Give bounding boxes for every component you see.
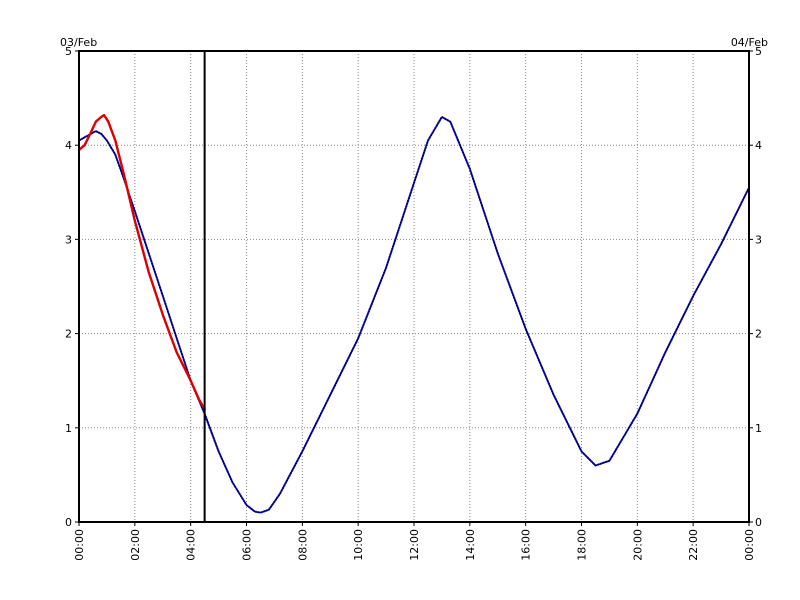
y-tick-label-left: 0 bbox=[65, 516, 72, 529]
x-tick-label: 22:00 bbox=[687, 529, 700, 561]
x-tick-label: 10:00 bbox=[352, 529, 365, 561]
y-axis-right: 0 1 2 3 4 5 bbox=[749, 45, 762, 529]
y-tick-label-left: 4 bbox=[65, 139, 72, 152]
y-tick-label-right: 4 bbox=[755, 139, 762, 152]
x-tick-label: 14:00 bbox=[464, 529, 477, 561]
y-tick-label-right: 1 bbox=[755, 422, 762, 435]
series-observed-line bbox=[77, 113, 206, 411]
date-label-left: 03/Feb bbox=[60, 36, 97, 49]
x-tick-label: 00:00 bbox=[73, 529, 86, 561]
plot-frame bbox=[78, 50, 750, 523]
x-axis: 00:00 02:00 04:00 06:00 08:00 10:00 12:00 14:00… bbox=[73, 522, 756, 561]
x-tick-label: 16:00 bbox=[520, 529, 533, 561]
x-tick-label: 02:00 bbox=[129, 529, 142, 561]
y-axis-left: 0 1 2 3 4 5 bbox=[65, 45, 79, 529]
series-layer bbox=[77, 113, 750, 514]
y-tick-label-right: 2 bbox=[755, 328, 762, 341]
y-tick-label-left: 3 bbox=[65, 233, 72, 246]
y-tick-label-right: 0 bbox=[755, 516, 762, 529]
grid bbox=[79, 51, 749, 522]
x-tick-label: 00:00 bbox=[743, 529, 756, 561]
x-tick-label: 20:00 bbox=[631, 529, 644, 561]
x-tick-label: 12:00 bbox=[408, 529, 421, 561]
y-tick-label-left: 5 bbox=[65, 45, 72, 58]
y-tick-label-right: 5 bbox=[755, 45, 762, 58]
y-tick-label-right: 3 bbox=[755, 233, 762, 246]
x-tick-label: 08:00 bbox=[296, 529, 309, 561]
date-label-right: 04/Feb bbox=[731, 36, 768, 49]
y-tick-label-left: 2 bbox=[65, 328, 72, 341]
x-tick-label: 06:00 bbox=[241, 529, 254, 561]
x-tick-label: 04:00 bbox=[185, 529, 198, 561]
y-tick-label-left: 1 bbox=[65, 422, 72, 435]
x-tick-label: 18:00 bbox=[576, 529, 589, 561]
